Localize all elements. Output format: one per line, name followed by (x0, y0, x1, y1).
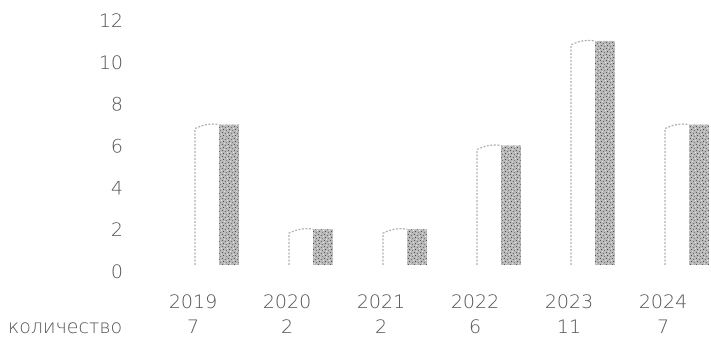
bar-2020 (288, 228, 333, 265)
bar (689, 124, 709, 265)
x-tick-label: 2021 (357, 291, 405, 313)
bar-2023 (570, 39, 615, 265)
data-value-label: 2 (281, 316, 293, 338)
bar-outline (194, 123, 220, 265)
y-tick-label: 10 (99, 52, 123, 74)
bar (595, 40, 615, 265)
x-tick-label: 2024 (639, 291, 687, 313)
data-value-label: 7 (187, 316, 199, 338)
series-name-label: количество (8, 316, 122, 338)
data-value-label: 11 (557, 316, 581, 338)
data-value-label: 7 (657, 316, 669, 338)
bar-2024 (664, 123, 709, 265)
bar (313, 229, 333, 265)
bar-2021 (382, 228, 427, 265)
bar-2022 (476, 144, 521, 265)
bars (194, 39, 709, 265)
bar (501, 145, 521, 265)
x-tick-label: 2019 (169, 291, 217, 313)
y-tick-label: 6 (111, 136, 123, 158)
x-tick-label: 2020 (263, 291, 311, 313)
y-tick-label: 2 (111, 219, 123, 241)
data-value-label: 6 (469, 316, 481, 338)
bar-outline (288, 228, 314, 265)
x-tick-label: 2023 (545, 291, 593, 313)
x-tick-label: 2022 (451, 291, 499, 313)
bar-outline (664, 123, 690, 265)
y-tick-label: 4 (111, 177, 123, 199)
y-axis: 0 2 4 6 8 10 12 (99, 10, 123, 283)
bar (219, 124, 239, 265)
bar-outline (570, 39, 596, 265)
data-value-label: 2 (375, 316, 387, 338)
bar-outline (382, 228, 408, 265)
x-axis: 2019 2020 2021 2022 2023 2024 (169, 291, 687, 313)
y-tick-label: 12 (99, 10, 123, 32)
bar-2019 (194, 123, 239, 265)
y-tick-label: 8 (111, 94, 123, 116)
y-tick-label: 0 (111, 261, 123, 283)
data-table: количество 7 2 2 6 11 7 (8, 316, 669, 338)
bar-outline (476, 144, 502, 265)
bar (407, 229, 427, 265)
